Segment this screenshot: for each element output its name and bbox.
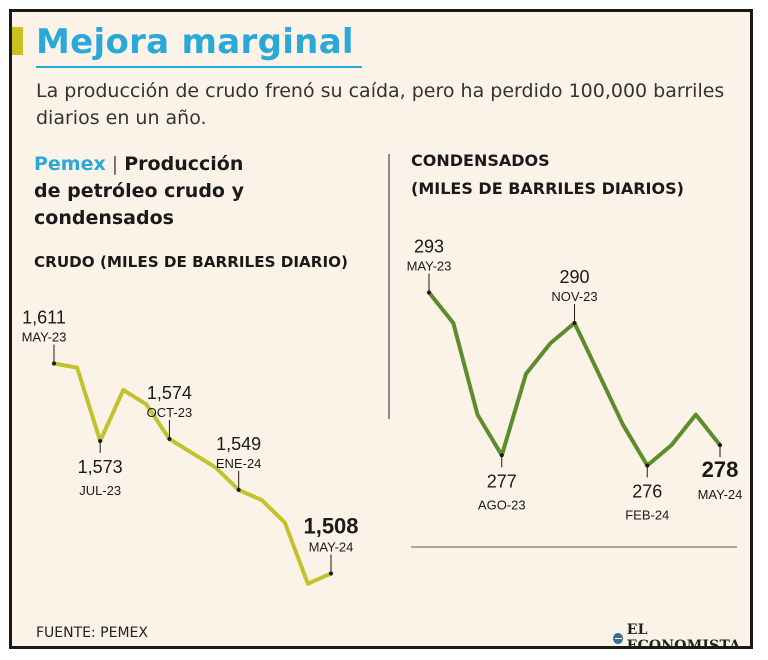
crudo-chart: Pemex | Producción de petróleo crudo y con… <box>22 153 359 586</box>
chart-title-line: condensados <box>34 207 174 229</box>
annotation-dot <box>718 443 722 448</box>
data-label-period: ENE-24 <box>216 456 262 471</box>
annotation-dot <box>98 439 103 443</box>
chart-subtitle: CRUDO (MILES DE BARRILES DIARIO) <box>34 253 348 271</box>
source-note: FUENTE: PEMEX <box>36 625 148 641</box>
chart-title-line: Pemex | Producción <box>34 153 243 175</box>
annotation-dot <box>52 361 56 366</box>
publisher-logo-text: EL ECONOMISTA <box>626 622 741 649</box>
infographic-card: Mejora marginal La producción de crudo f… <box>9 9 753 649</box>
data-label-period: MAY-23 <box>407 259 452 274</box>
data-label-value: 1,549 <box>216 434 261 454</box>
publisher-logo-icon <box>613 632 623 644</box>
data-label-value: 1,611 <box>22 308 66 328</box>
annotation-dot <box>499 453 504 458</box>
data-label-value: 276 <box>632 481 662 501</box>
data-label-period: FEB-24 <box>625 507 669 522</box>
annotation-dot <box>645 463 650 468</box>
data-label-period: OCT-23 <box>147 405 193 420</box>
data-label-period: NOV-23 <box>551 289 597 304</box>
chart-title-line: CONDENSADOS <box>411 151 550 170</box>
data-label-value: 277 <box>487 471 517 491</box>
data-label-period: JUL-23 <box>79 483 121 498</box>
data-label-value: 1,508 <box>303 514 358 539</box>
title-underline <box>36 66 362 68</box>
data-label-value: 1,573 <box>78 457 123 477</box>
chart-title-line: (MILES DE BARRILES DIARIOS) <box>411 179 684 198</box>
data-label-period: MAY-24 <box>309 540 354 555</box>
annotation-dot <box>572 321 577 326</box>
chart-divider <box>388 154 390 419</box>
title-accent-bar <box>12 27 23 55</box>
condensados-chart: CONDENSADOS (MILES DE BARRILES DIARIOS) 29… <box>407 151 743 548</box>
data-label-value: 290 <box>559 267 589 287</box>
data-label-value: 1,574 <box>147 383 192 403</box>
chart-title-line: de petróleo crudo y <box>34 180 245 202</box>
page-title: Mejora marginal <box>36 22 354 62</box>
data-label-period: MAY-24 <box>698 487 743 502</box>
data-label-period: MAY-23 <box>22 330 67 345</box>
annotation-dot <box>427 290 431 295</box>
annotation-dot <box>236 487 241 492</box>
annotation-dot <box>167 436 172 441</box>
annotation-dot <box>329 571 333 576</box>
data-label-value: 278 <box>702 457 739 482</box>
data-label-value: 293 <box>414 237 444 257</box>
publisher-logo: EL ECONOMISTA <box>613 622 750 649</box>
data-label-period: AGO-23 <box>478 497 526 512</box>
page-subtitle: La producción de crudo frenó su caída, p… <box>36 80 725 129</box>
